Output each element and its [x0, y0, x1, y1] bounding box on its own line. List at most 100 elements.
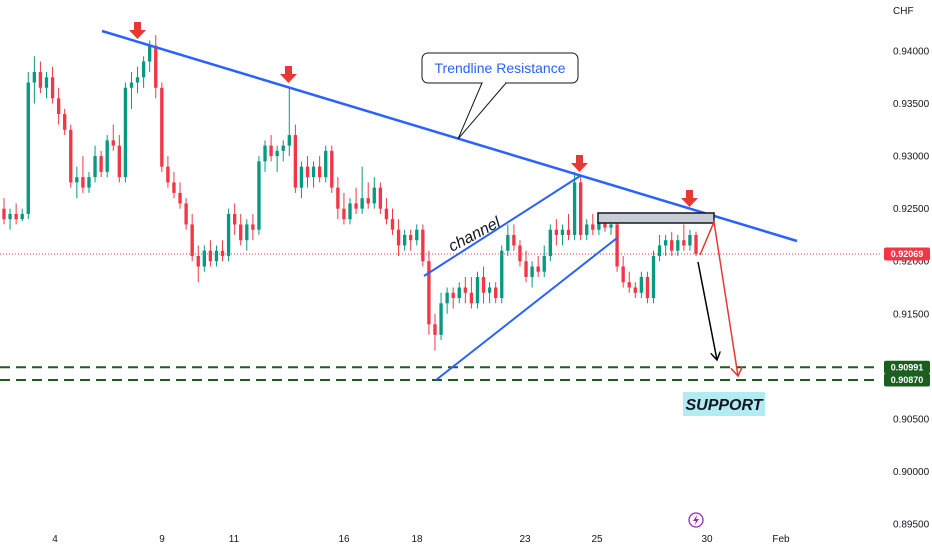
candle [421, 224, 425, 267]
candle [585, 219, 589, 241]
candle [196, 245, 200, 283]
candle [317, 156, 322, 183]
lightning-event-icon[interactable] [688, 512, 704, 528]
candle [141, 56, 146, 88]
candle [324, 145, 328, 183]
price-tick-label: 0.90000 [893, 467, 930, 478]
candle [566, 213, 571, 241]
candle [688, 229, 692, 251]
candle [14, 203, 18, 225]
candle [621, 255, 625, 288]
candle [111, 124, 115, 151]
candle [682, 224, 686, 251]
support-price-tag-lower: 0.90870 [884, 373, 930, 387]
candle [560, 224, 565, 246]
candle [251, 213, 255, 241]
candle [469, 276, 474, 309]
time-tick-label: 23 [519, 534, 531, 545]
resistance-zone-box [597, 212, 715, 224]
candle [536, 255, 540, 277]
candle [2, 198, 6, 225]
candle [166, 156, 170, 188]
candle [409, 229, 413, 251]
time-tick-label: 16 [338, 534, 350, 545]
projection-path-black [697, 261, 717, 360]
candle [172, 171, 176, 199]
candle [578, 177, 583, 241]
candle [32, 56, 37, 104]
candle [657, 234, 662, 262]
price-tick-label: 0.89500 [893, 520, 930, 531]
candle [38, 61, 43, 94]
candle [208, 240, 213, 267]
touch-arrow-icon [280, 66, 297, 83]
current-price-value: 0.92069 [891, 249, 924, 259]
candle [542, 245, 546, 277]
candle [135, 66, 140, 94]
candle [670, 231, 674, 256]
candle [269, 135, 273, 162]
candle [506, 224, 510, 256]
candle [257, 156, 261, 235]
price-tick-label: 0.91500 [893, 309, 930, 320]
candle [26, 72, 30, 220]
candles [2, 35, 698, 351]
candle [50, 66, 55, 104]
time-tick-label: Feb [772, 534, 790, 545]
candle [651, 250, 656, 304]
price-axis[interactable]: CHF 0.940000.935000.930000.925000.920000… [893, 6, 930, 531]
support-label-bg [683, 392, 765, 416]
candle [402, 229, 407, 251]
candle [184, 198, 188, 230]
support-price-tag-upper: 0.90991 [884, 360, 930, 374]
candle [518, 240, 522, 267]
candle [548, 224, 552, 262]
candle [336, 177, 340, 220]
candle [439, 292, 443, 341]
candle [676, 234, 680, 256]
candle [8, 208, 12, 230]
candle [245, 219, 249, 251]
projection-path-red [699, 219, 738, 376]
trendline-callout: Trendline Resistance [421, 52, 579, 140]
candle [190, 213, 194, 262]
candle [154, 35, 158, 99]
price-tick-label: 0.93500 [893, 99, 930, 110]
candle [81, 156, 85, 193]
candle [554, 219, 559, 246]
candle [427, 250, 431, 335]
time-tick-label: 11 [229, 534, 240, 545]
time-tick-label: 4 [52, 534, 58, 545]
candle [87, 171, 91, 193]
candle [311, 161, 316, 188]
candle [415, 224, 419, 246]
candle [117, 135, 122, 183]
candle [378, 182, 383, 214]
candle [354, 187, 358, 214]
candle [645, 271, 650, 304]
candle [178, 182, 182, 209]
candle [512, 224, 516, 251]
candle [591, 213, 595, 235]
time-axis[interactable]: 4 9 11 16 18 23 25 30 Feb [52, 534, 790, 545]
time-tick-label: 18 [411, 534, 423, 545]
candle [263, 140, 267, 172]
candle [494, 282, 498, 304]
candle [330, 145, 334, 193]
support-price-lower: 0.90870 [891, 375, 924, 385]
candle [44, 72, 49, 99]
candle [293, 124, 298, 193]
candle [214, 245, 219, 267]
candle [366, 182, 370, 209]
candle [220, 240, 225, 262]
candle [639, 271, 644, 299]
candle [69, 124, 73, 188]
channel-label: channel [446, 214, 504, 256]
candle [694, 231, 698, 256]
price-tick-label: 0.92000 [893, 257, 930, 268]
candle [463, 276, 468, 304]
candle [633, 282, 637, 299]
candle [627, 271, 631, 293]
candle [475, 271, 480, 309]
